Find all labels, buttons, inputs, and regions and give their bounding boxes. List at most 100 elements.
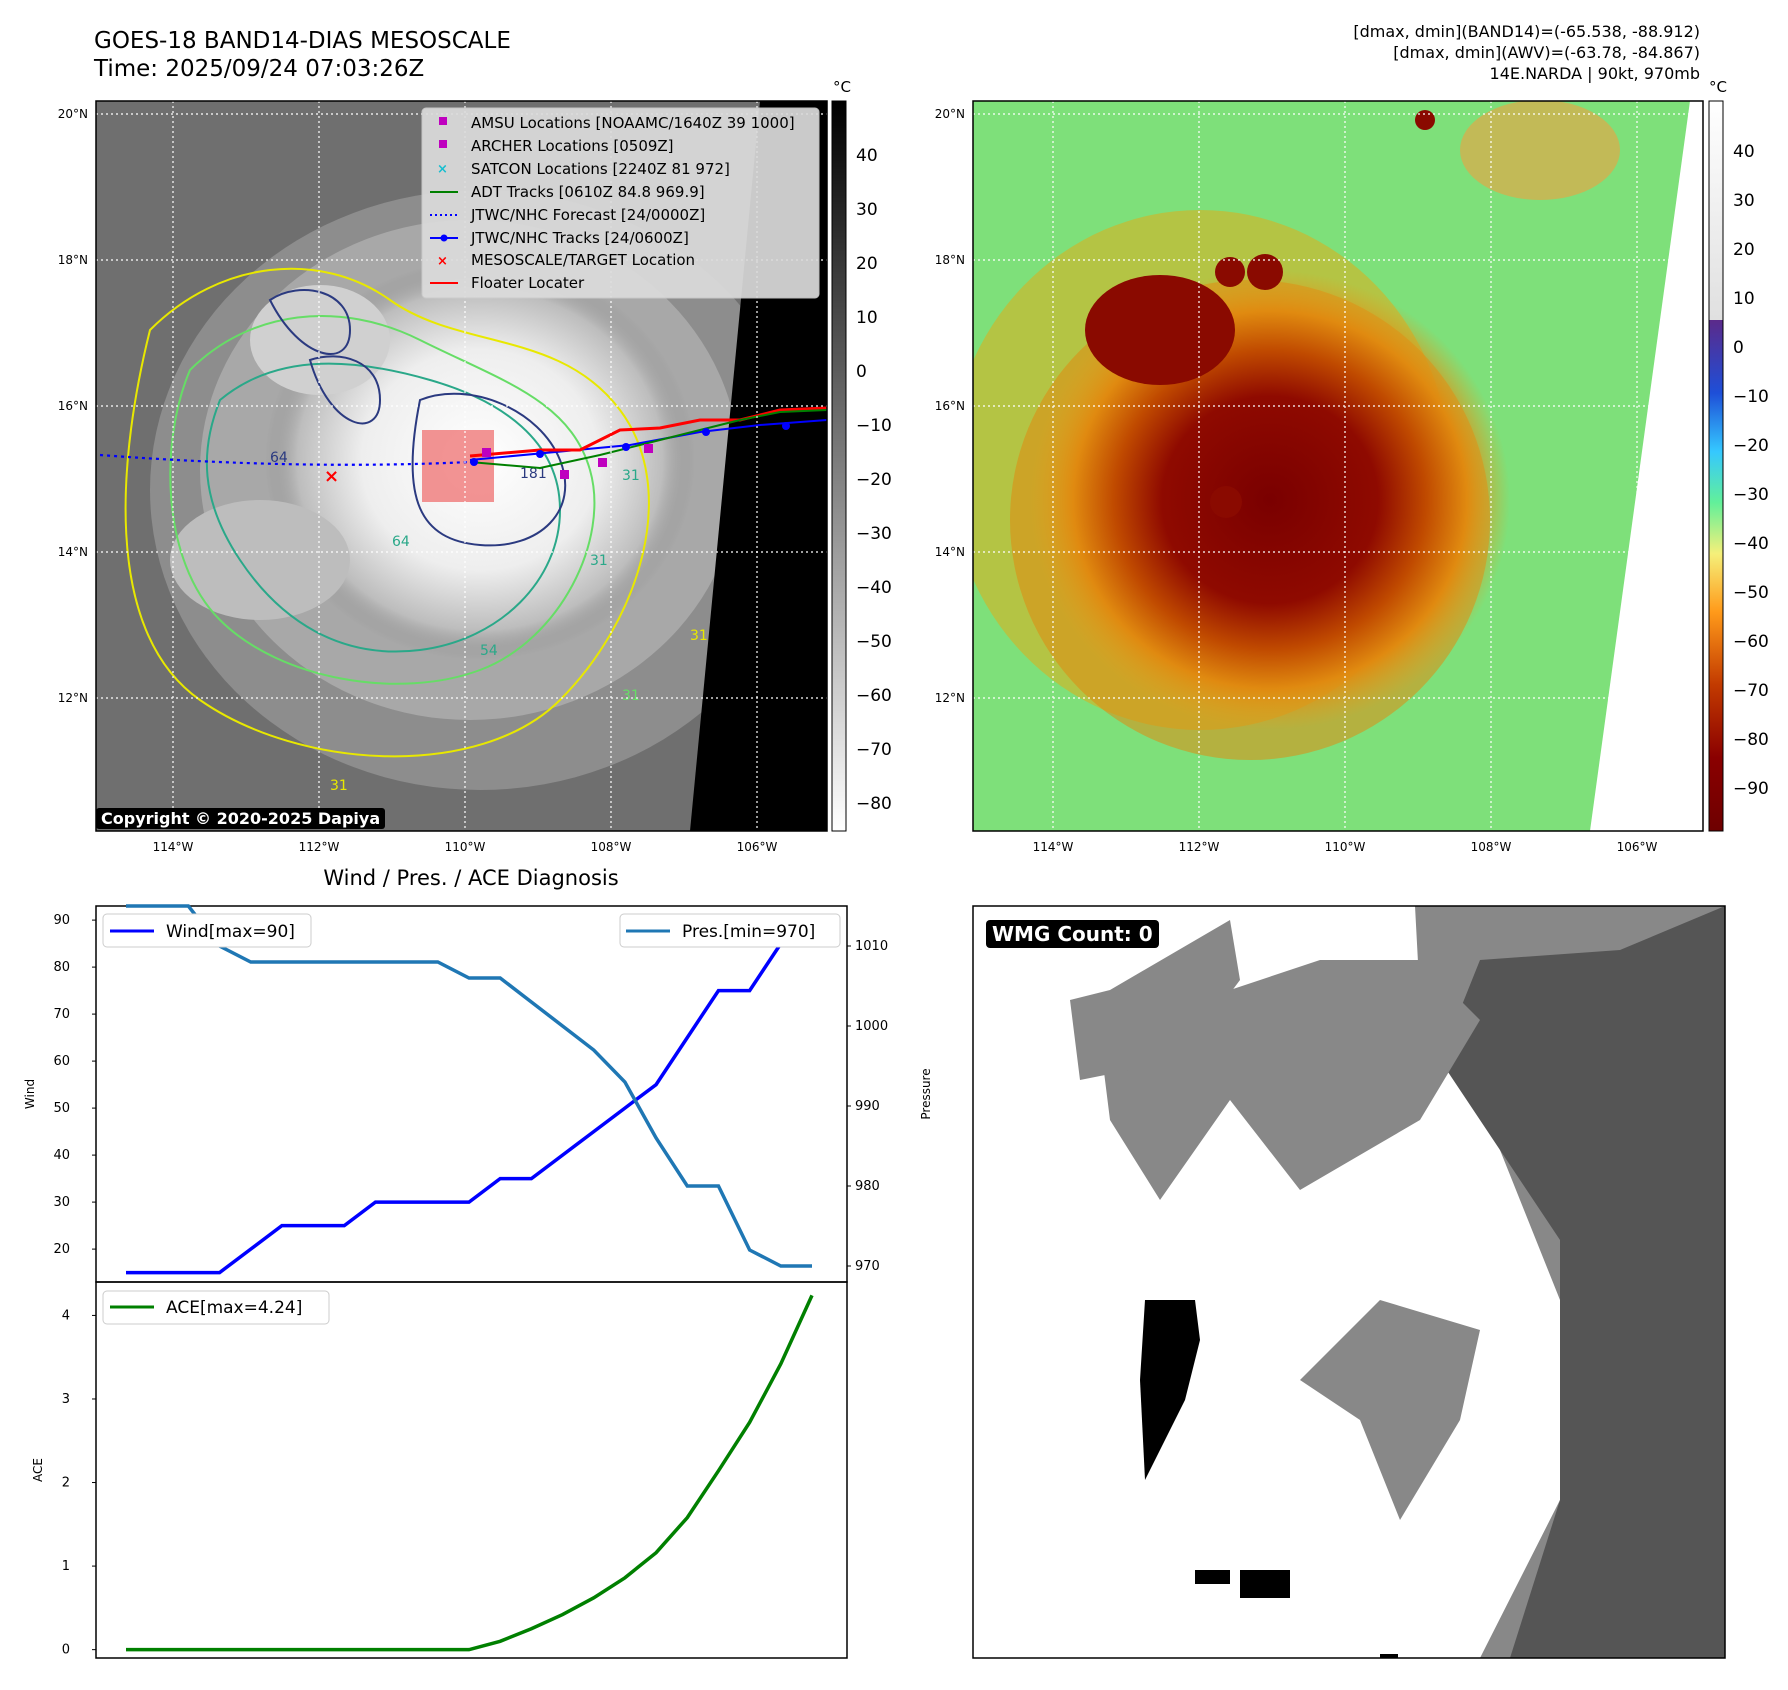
wmg-frame [972,905,1726,1659]
wind-tick-label: 70 [53,1007,70,1022]
wind-tick-label: 30 [53,1195,70,1210]
contour-label: 31 [622,688,640,704]
stats-band14: [dmax, dmin](BAND14)=(-65.538, -88.912) [1353,22,1700,41]
ace-legend: ACE[max=4.24] [102,1290,330,1325]
awv-colorbar-ticks: 40 30 20 10 0 −10 −20 −30 −40 −50 −60 −7… [1733,142,1769,799]
contour-label: 31 [330,778,348,794]
ir-colorbar [831,100,847,832]
wind-tick-label: 20 [53,1242,70,1257]
ace-tick-label: 3 [62,1392,70,1407]
wmg-count-badge: WMG Count: 0 [986,920,1159,948]
ir-map-image: 64 64 31 31 31 31 31 181 54 × [96,101,827,831]
wind-axis-label: Wind [23,1079,37,1109]
svg-text:ACE[max=4.24]: ACE[max=4.24] [166,1298,302,1318]
contour-label: 31 [590,553,608,569]
ir-colorbar-unit: °C [833,78,851,96]
awv-map-image [973,101,1703,831]
floater-track [469,406,827,458]
svg-text:×: × [437,254,448,269]
svg-text:114°W: 114°W [153,840,194,854]
svg-text:ADT Tracks [0610Z 84.8 969.9]: ADT Tracks [0610Z 84.8 969.9] [471,183,705,201]
svg-text:−60: −60 [1733,632,1769,652]
svg-text:−30: −30 [1733,485,1769,505]
contour-label: 31 [690,628,708,644]
contour-label: 64 [270,450,288,466]
svg-text:−70: −70 [1733,681,1769,701]
awv-colorbar-unit: °C [1709,78,1727,96]
svg-text:−80: −80 [1733,730,1769,750]
svg-text:−40: −40 [1733,534,1769,554]
page-title-line2: Time: 2025/09/24 07:03:26Z [94,56,425,82]
ir-lon-labels: 114°W 112°W 110°W 108°W 106°W [153,840,778,854]
wmg-image [973,906,1725,1658]
svg-text:112°W: 112°W [1179,840,1220,854]
copyright-label: Copyright © 2020-2025 Dapiya [96,808,386,829]
awv-colorbar [1708,100,1724,832]
ir-map-frame [95,100,828,832]
wind-tick-label: 50 [53,1101,70,1116]
ace-tick-label: 4 [62,1308,70,1323]
svg-text:106°W: 106°W [1617,840,1658,854]
pressure-tick-label: 980 [855,1179,880,1194]
svg-text:×: × [437,162,448,177]
wind-tick-label: 80 [53,960,70,975]
svg-text:−90: −90 [1733,779,1769,799]
pressure-tick-label: 990 [855,1099,880,1114]
wind-legend: Wind[max=90] [102,913,312,948]
svg-text:20°N: 20°N [58,107,88,121]
svg-text:−20: −20 [1733,436,1769,456]
floater-box [422,430,494,502]
svg-text:20: 20 [856,254,878,274]
svg-text:16°N: 16°N [935,399,965,413]
svg-text:12°N: 12°N [935,691,965,705]
svg-text:0: 0 [856,362,867,382]
svg-text:ARCHER Locations [0509Z]: ARCHER Locations [0509Z] [471,137,674,155]
awv-gridlines [973,101,1703,831]
svg-text:−10: −10 [856,416,892,436]
svg-text:AMSU Locations [NOAAMC/1640Z 3: AMSU Locations [NOAAMC/1640Z 39 1000] [471,114,795,132]
svg-text:−50: −50 [1733,583,1769,603]
svg-text:108°W: 108°W [591,840,632,854]
pressure-tick-label: 970 [855,1259,880,1274]
pressure-line [126,904,812,1268]
page-title-line1: GOES-18 BAND14-DIAS MESOSCALE [94,28,511,54]
wind-pres-axes [95,905,848,1283]
adt-track [469,409,827,470]
contour-label: 64 [392,534,410,550]
contour-label: 54 [480,643,498,659]
svg-text:JTWC/NHC Tracks [24/0600Z]: JTWC/NHC Tracks [24/0600Z] [470,229,689,247]
chart-title: Wind / Pres. / ACE Diagnosis [323,866,618,890]
svg-text:30: 30 [1733,191,1755,211]
svg-text:−50: −50 [856,632,892,652]
wind-tick-label: 60 [53,1054,70,1069]
stats-awv: [dmax, dmin](AWV)=(-63.78, -84.867) [1393,43,1700,62]
ace-axis-label: ACE [31,1458,45,1482]
svg-text:−80: −80 [856,794,892,814]
svg-text:16°N: 16°N [58,399,88,413]
svg-text:114°W: 114°W [1033,840,1074,854]
svg-text:14°N: 14°N [58,545,88,559]
awv-lat-labels: 20°N 18°N 16°N 14°N 12°N [935,107,965,705]
storm-info: 14E.NARDA | 90kt, 970mb [1489,64,1700,83]
ace-tick-label: 1 [62,1559,70,1574]
svg-text:10: 10 [856,308,878,328]
svg-text:−70: −70 [856,740,892,760]
svg-text:14°N: 14°N [935,545,965,559]
svg-text:10: 10 [1733,289,1755,309]
svg-text:40: 40 [856,146,878,166]
ace-tick-label: 0 [62,1643,70,1658]
svg-text:110°W: 110°W [445,840,486,854]
svg-text:Pres.[min=970]: Pres.[min=970] [682,922,815,942]
svg-text:20°N: 20°N [935,107,965,121]
svg-text:−40: −40 [856,578,892,598]
svg-text:30: 30 [856,200,878,220]
svg-text:−30: −30 [856,524,892,544]
chart-layer: 20 30 40 50 60 70 80 90 970 980 990 1000 1010 0 1 2 3 4 [53,904,888,1658]
svg-text:−60: −60 [856,686,892,706]
svg-text:106°W: 106°W [737,840,778,854]
contour-label: 31 [622,468,640,484]
svg-text:−20: −20 [856,470,892,490]
awv-lon-labels: 114°W 112°W 110°W 108°W 106°W [1033,840,1658,854]
ace-line [126,1294,814,1652]
